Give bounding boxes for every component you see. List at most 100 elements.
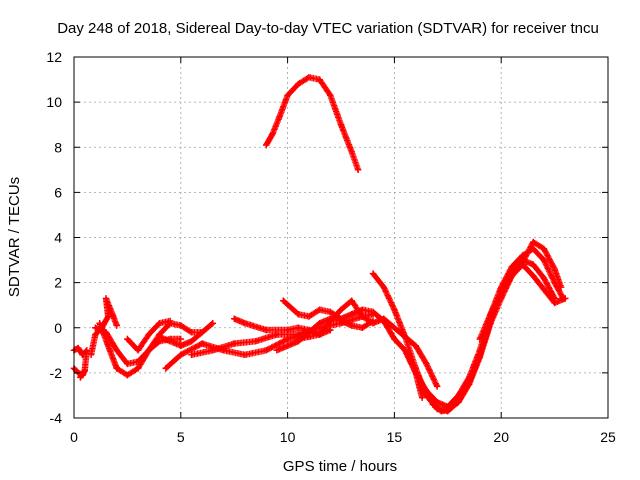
data-point <box>348 297 355 304</box>
y-tick-label: 6 <box>54 184 62 200</box>
data-point <box>209 347 217 354</box>
data-point <box>359 313 366 320</box>
series-arc-5 <box>96 320 206 379</box>
data-point <box>92 324 99 331</box>
data-point <box>540 286 548 293</box>
x-tick-label: 20 <box>493 429 509 445</box>
data-point <box>113 322 120 329</box>
data-point <box>446 405 454 413</box>
data-point <box>295 324 302 331</box>
axis-ticks: 0 5 10 15 20 25 -4 -2 0 2 4 6 8 10 12 <box>46 49 616 445</box>
data-point <box>465 380 473 388</box>
data-point <box>423 387 430 395</box>
data-point <box>241 351 249 359</box>
data-point <box>487 311 494 318</box>
data-point <box>162 365 170 372</box>
series-arc-18 <box>476 261 569 343</box>
y-tick-label: -4 <box>50 410 63 426</box>
data-point <box>134 347 142 354</box>
data-point <box>401 347 409 354</box>
data-point <box>412 342 419 349</box>
data-point <box>530 261 537 268</box>
y-tick-label: 0 <box>54 320 62 336</box>
data-point <box>540 245 548 252</box>
grid <box>74 57 608 418</box>
data-point <box>337 306 345 313</box>
data-point <box>241 320 249 327</box>
data-point <box>87 351 95 359</box>
data-point <box>295 311 302 318</box>
data-point <box>498 290 505 298</box>
data-point <box>530 238 537 246</box>
data-point <box>433 383 441 390</box>
data-point <box>134 365 142 372</box>
data-point <box>188 351 195 359</box>
data-point <box>188 338 195 345</box>
data-point <box>551 299 558 307</box>
data-point <box>519 261 526 268</box>
data-point <box>113 365 120 372</box>
data-series <box>70 74 569 415</box>
data-point <box>369 320 377 327</box>
data-point <box>438 408 445 415</box>
data-point <box>113 347 120 354</box>
data-point <box>188 329 195 336</box>
data-point <box>380 315 387 322</box>
data-point <box>81 367 88 374</box>
data-point <box>348 311 355 318</box>
data-point <box>337 315 345 322</box>
data-point <box>433 399 441 406</box>
data-point <box>280 297 287 304</box>
data-point <box>104 313 112 320</box>
data-point <box>305 74 313 81</box>
data-point <box>209 320 217 327</box>
data-point <box>455 399 462 406</box>
y-axis-title: SDTVAR / TECUs <box>6 177 23 297</box>
data-point <box>327 92 334 99</box>
data-point <box>412 369 419 377</box>
data-point <box>231 315 238 322</box>
data-point <box>269 130 276 137</box>
data-point <box>166 317 174 325</box>
data-point <box>391 324 398 331</box>
data-point <box>75 344 82 352</box>
y-tick-label: 8 <box>54 139 62 155</box>
data-point <box>476 353 484 361</box>
data-point <box>231 340 238 347</box>
data-point <box>508 272 516 280</box>
data-point <box>124 360 131 368</box>
data-point <box>316 76 323 83</box>
data-point <box>401 333 409 340</box>
data-point <box>145 331 152 338</box>
data-point <box>79 371 86 379</box>
data-point <box>284 326 291 334</box>
data-point <box>359 324 366 331</box>
data-point <box>316 331 323 338</box>
x-tick-label: 10 <box>280 429 296 445</box>
data-point <box>391 306 398 313</box>
series-arc-13 <box>280 297 426 401</box>
data-point <box>540 256 548 264</box>
data-point <box>124 335 131 343</box>
x-tick-label: 0 <box>70 429 78 445</box>
series-arc-6 <box>124 317 174 354</box>
data-point <box>429 401 437 408</box>
data-point <box>354 166 362 174</box>
data-point <box>263 347 270 354</box>
series-arc-8 <box>156 320 217 349</box>
data-point <box>562 295 569 302</box>
data-point <box>156 320 163 327</box>
data-point <box>423 360 430 368</box>
x-tick-label: 15 <box>387 429 403 445</box>
data-point <box>295 80 302 88</box>
data-point <box>263 141 270 149</box>
data-point <box>284 342 291 349</box>
data-point <box>295 335 302 343</box>
data-point <box>337 121 345 128</box>
data-point <box>316 320 323 327</box>
data-point <box>252 338 259 345</box>
y-tick-label: 12 <box>46 49 62 65</box>
data-point <box>275 114 283 122</box>
